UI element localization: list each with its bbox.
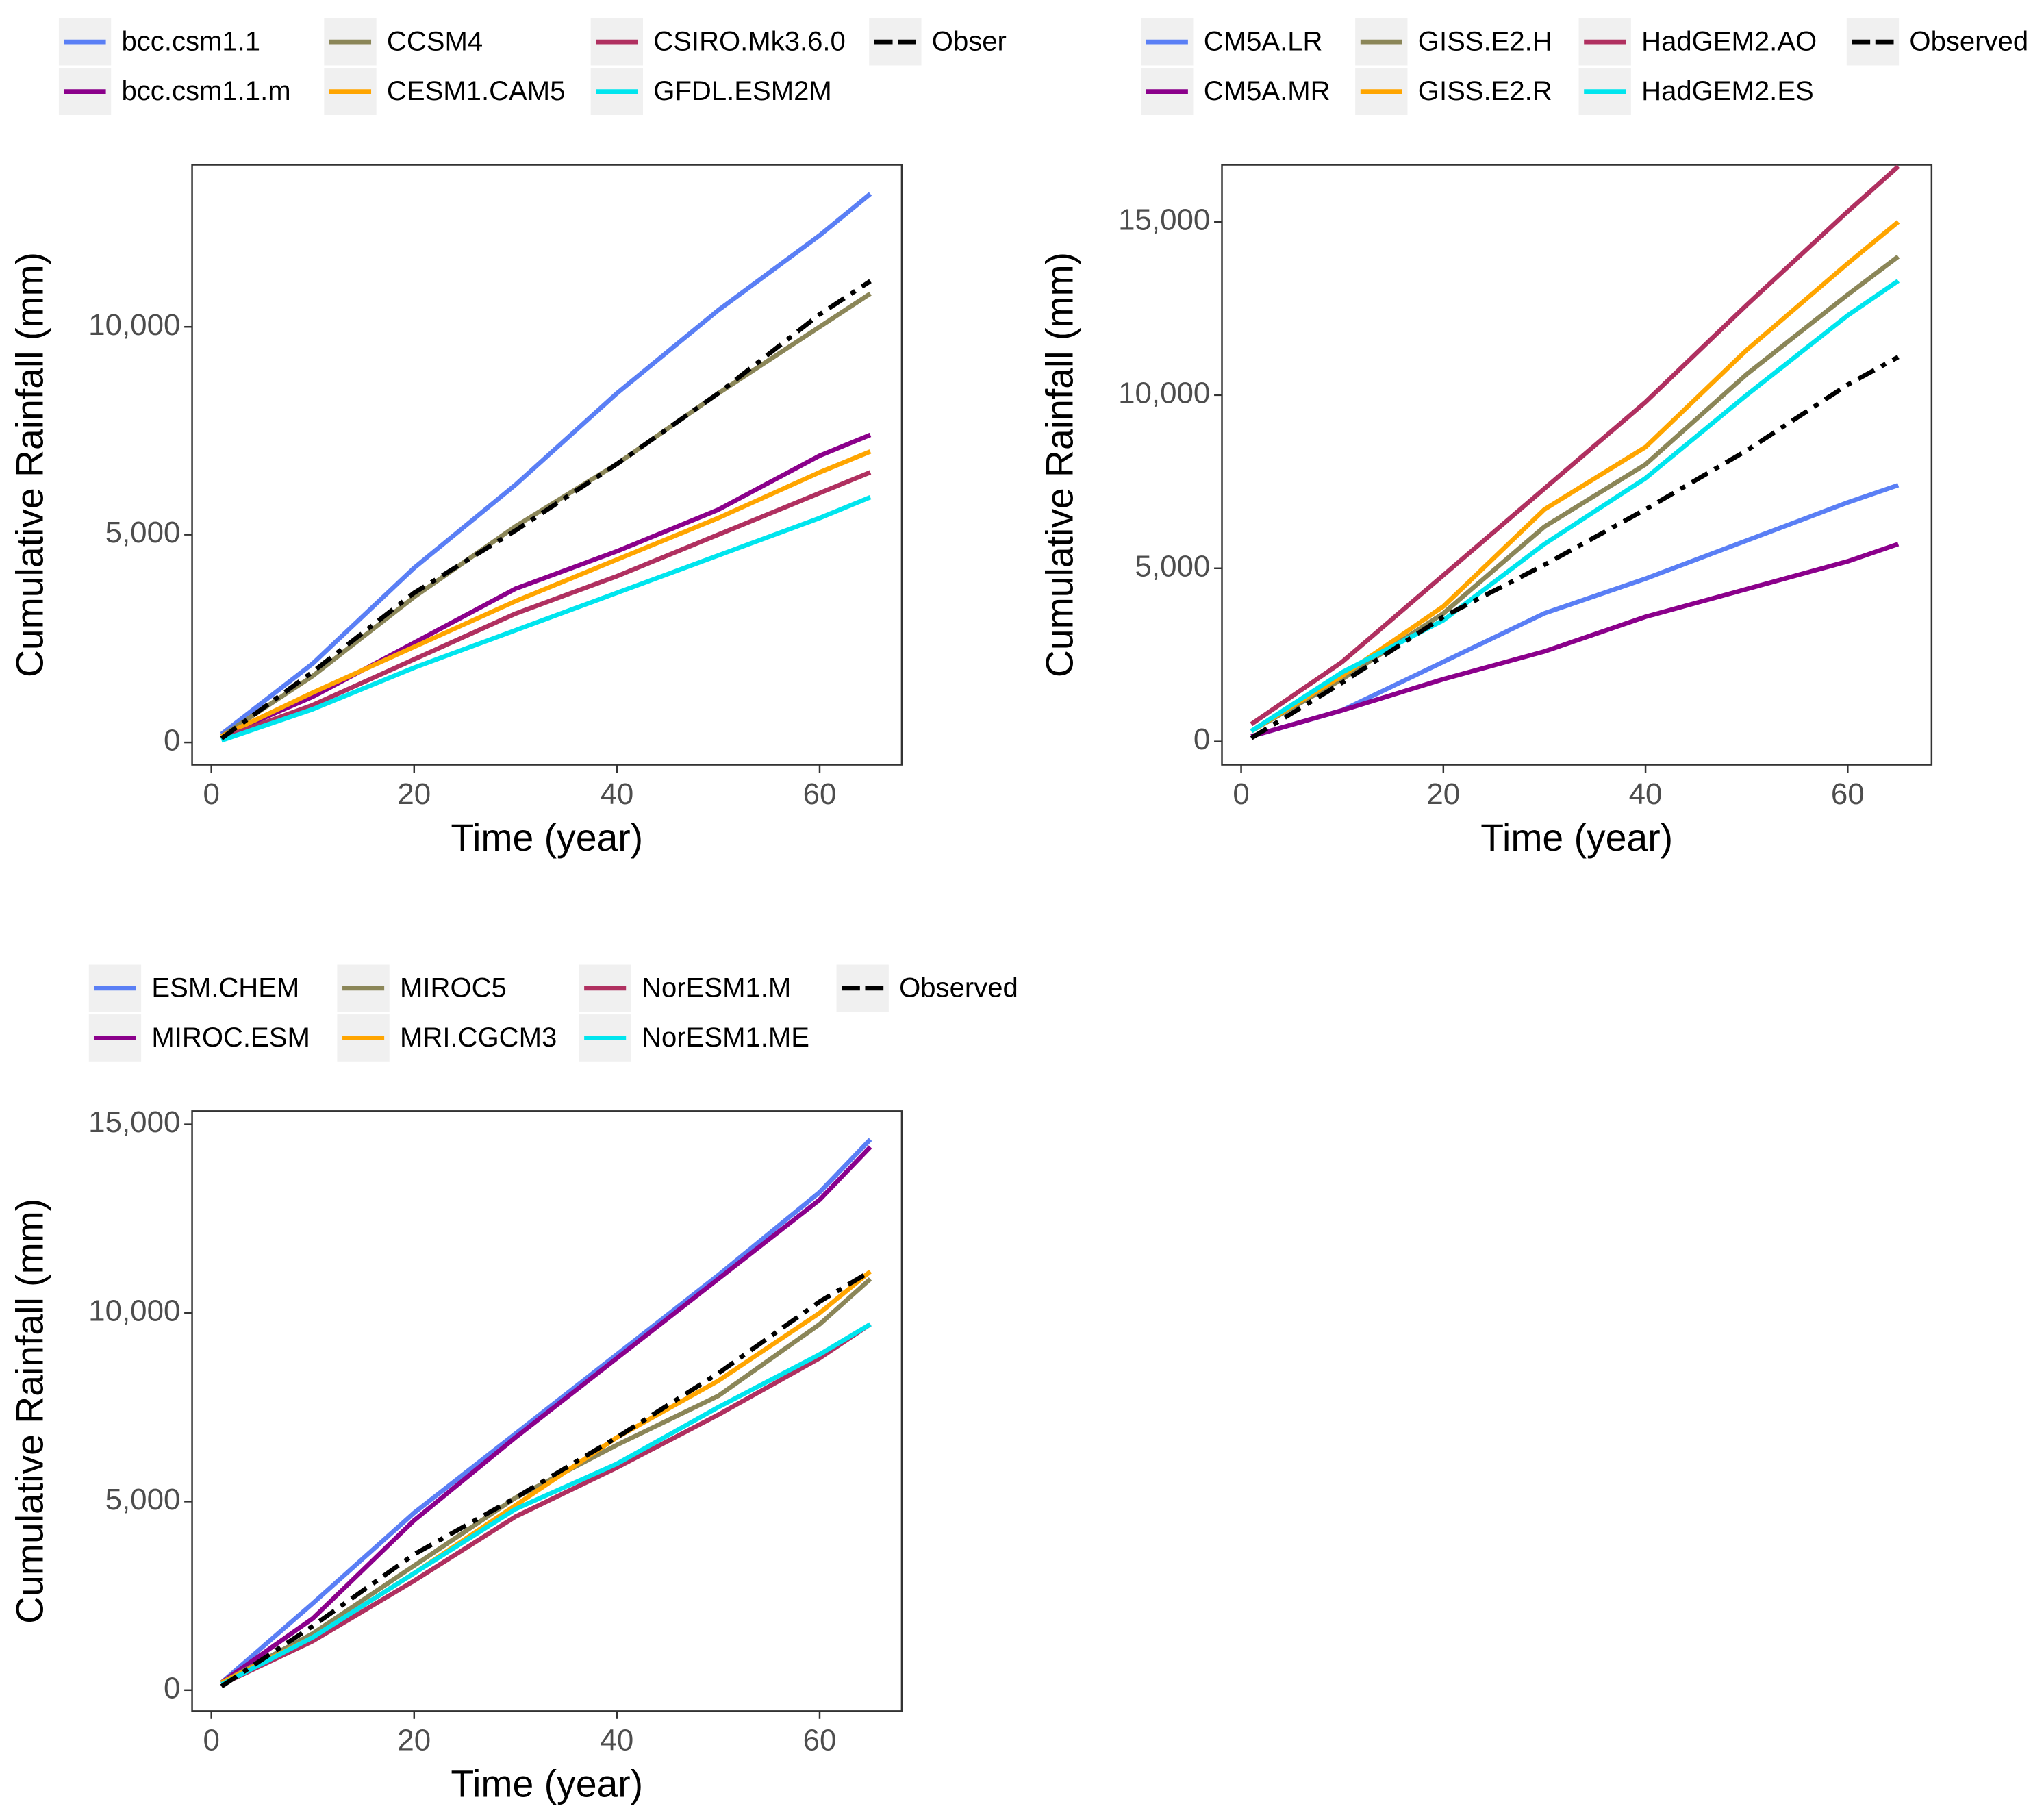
legend-label: CESM1.CAM5 [387,76,565,106]
legend-label: GISS.E2.R [1418,76,1552,106]
legend-label: Observed [1909,27,2028,57]
legend-label: NorESM1.M [642,973,791,1003]
y-tick-label: 0 [1194,723,1210,756]
legend-label: CM5A.MR [1204,76,1330,106]
y-tick-label: 5,000 [1135,549,1211,583]
y-tick-label: 0 [164,1671,180,1705]
series-line [220,1322,872,1687]
y-tick-label: 5,000 [105,1483,181,1516]
chart: 0 20 40 60 0 5,000 10,000 Time (year) Cumulative… [8,18,1007,859]
x-tick-label: 20 [397,1724,431,1757]
chart: 0 20 40 60 0 5,000 10,000 15,000 Time (year) Cumu… [1038,18,2028,859]
y-tick-label: 10,000 [88,1294,180,1328]
y-axis-title: Cumulative Rainfall (mm) [1038,252,1081,677]
series-line [220,1138,872,1685]
series-line [220,449,872,739]
legend-label: HadGEM2.AO [1641,27,1817,57]
y-tick-label: 10,000 [1118,376,1210,410]
series-line [220,192,872,736]
x-tick-label: 0 [1233,777,1249,811]
legend-label: bcc.csm1.1 [121,27,260,57]
series-line [220,1322,872,1687]
series-line [1250,164,1900,727]
series-line [220,1145,872,1685]
x-axis-title: Time (year) [1480,816,1673,859]
series-line [220,279,872,740]
legend: ESM.CHEM MIROC.ESM MIROC5 MRI.CGCM3 NorESM1.… [88,964,1018,1062]
legend-label: Observed [899,973,1018,1003]
legend-label: GISS.E2.H [1418,27,1552,57]
chart: 0 20 40 60 0 5,000 10,000 15,000 Time (year) Cumu… [8,964,1018,1805]
legend-label: NorESM1.ME [642,1023,809,1053]
series-line [220,494,872,743]
x-tick-label: 40 [600,1724,633,1757]
series-line [220,1269,872,1689]
legend-label: GFDL.ESM2M [653,76,831,106]
series-line [1250,483,1900,739]
legend-label: CM5A.LR [1204,27,1323,57]
series-line [220,432,872,739]
legend-label: HadGEM2.ES [1641,76,1814,106]
x-tick-label: 0 [203,1724,219,1757]
legend-label: CCSM4 [387,27,483,57]
x-tick-label: 20 [1426,777,1460,811]
x-tick-label: 0 [203,777,219,811]
legend-label: MRI.CGCM3 [400,1023,557,1053]
legend: bcc.csm1.1 bcc.csm1.1.m CCSM4 CESM1.CAM5 CSI… [58,18,1007,115]
y-tick-label: 15,000 [1118,203,1210,237]
legend-label: ESM.CHEM [151,973,299,1003]
plot-panel [1221,164,1933,766]
y-tick-label: 0 [164,724,180,757]
legend-label: bcc.csm1.1.m [121,76,290,106]
x-tick-label: 20 [397,777,431,811]
y-axis-title: Cumulative Rainfall (mm) [8,1199,51,1624]
series-line [1250,279,1900,734]
legend-label: MIROC5 [400,973,507,1003]
legend-label: MIROC.ESM [151,1023,310,1053]
x-tick-label: 60 [1831,777,1865,811]
x-tick-label: 60 [803,1724,837,1757]
y-tick-label: 10,000 [88,308,180,342]
legend-label: CSIRO.Mk3.6.0 [653,27,846,57]
series-line [220,470,872,741]
y-axis-title: Cumulative Rainfall (mm) [8,252,51,677]
legend-label: Obser [932,27,1007,57]
x-tick-label: 40 [1629,777,1663,811]
y-tick-label: 5,000 [105,516,181,549]
x-tick-label: 60 [803,777,837,811]
x-axis-title: Time (year) [451,816,643,859]
series-line [1250,254,1900,734]
series-line [1250,355,1900,740]
series-line [1250,542,1900,739]
x-tick-label: 40 [600,777,633,811]
legend: CM5A.LR CM5A.MR GISS.E2.H GISS.E2.R HadGEM2.… [1141,18,2028,115]
y-tick-label: 15,000 [88,1105,180,1139]
x-axis-title: Time (year) [451,1763,643,1805]
